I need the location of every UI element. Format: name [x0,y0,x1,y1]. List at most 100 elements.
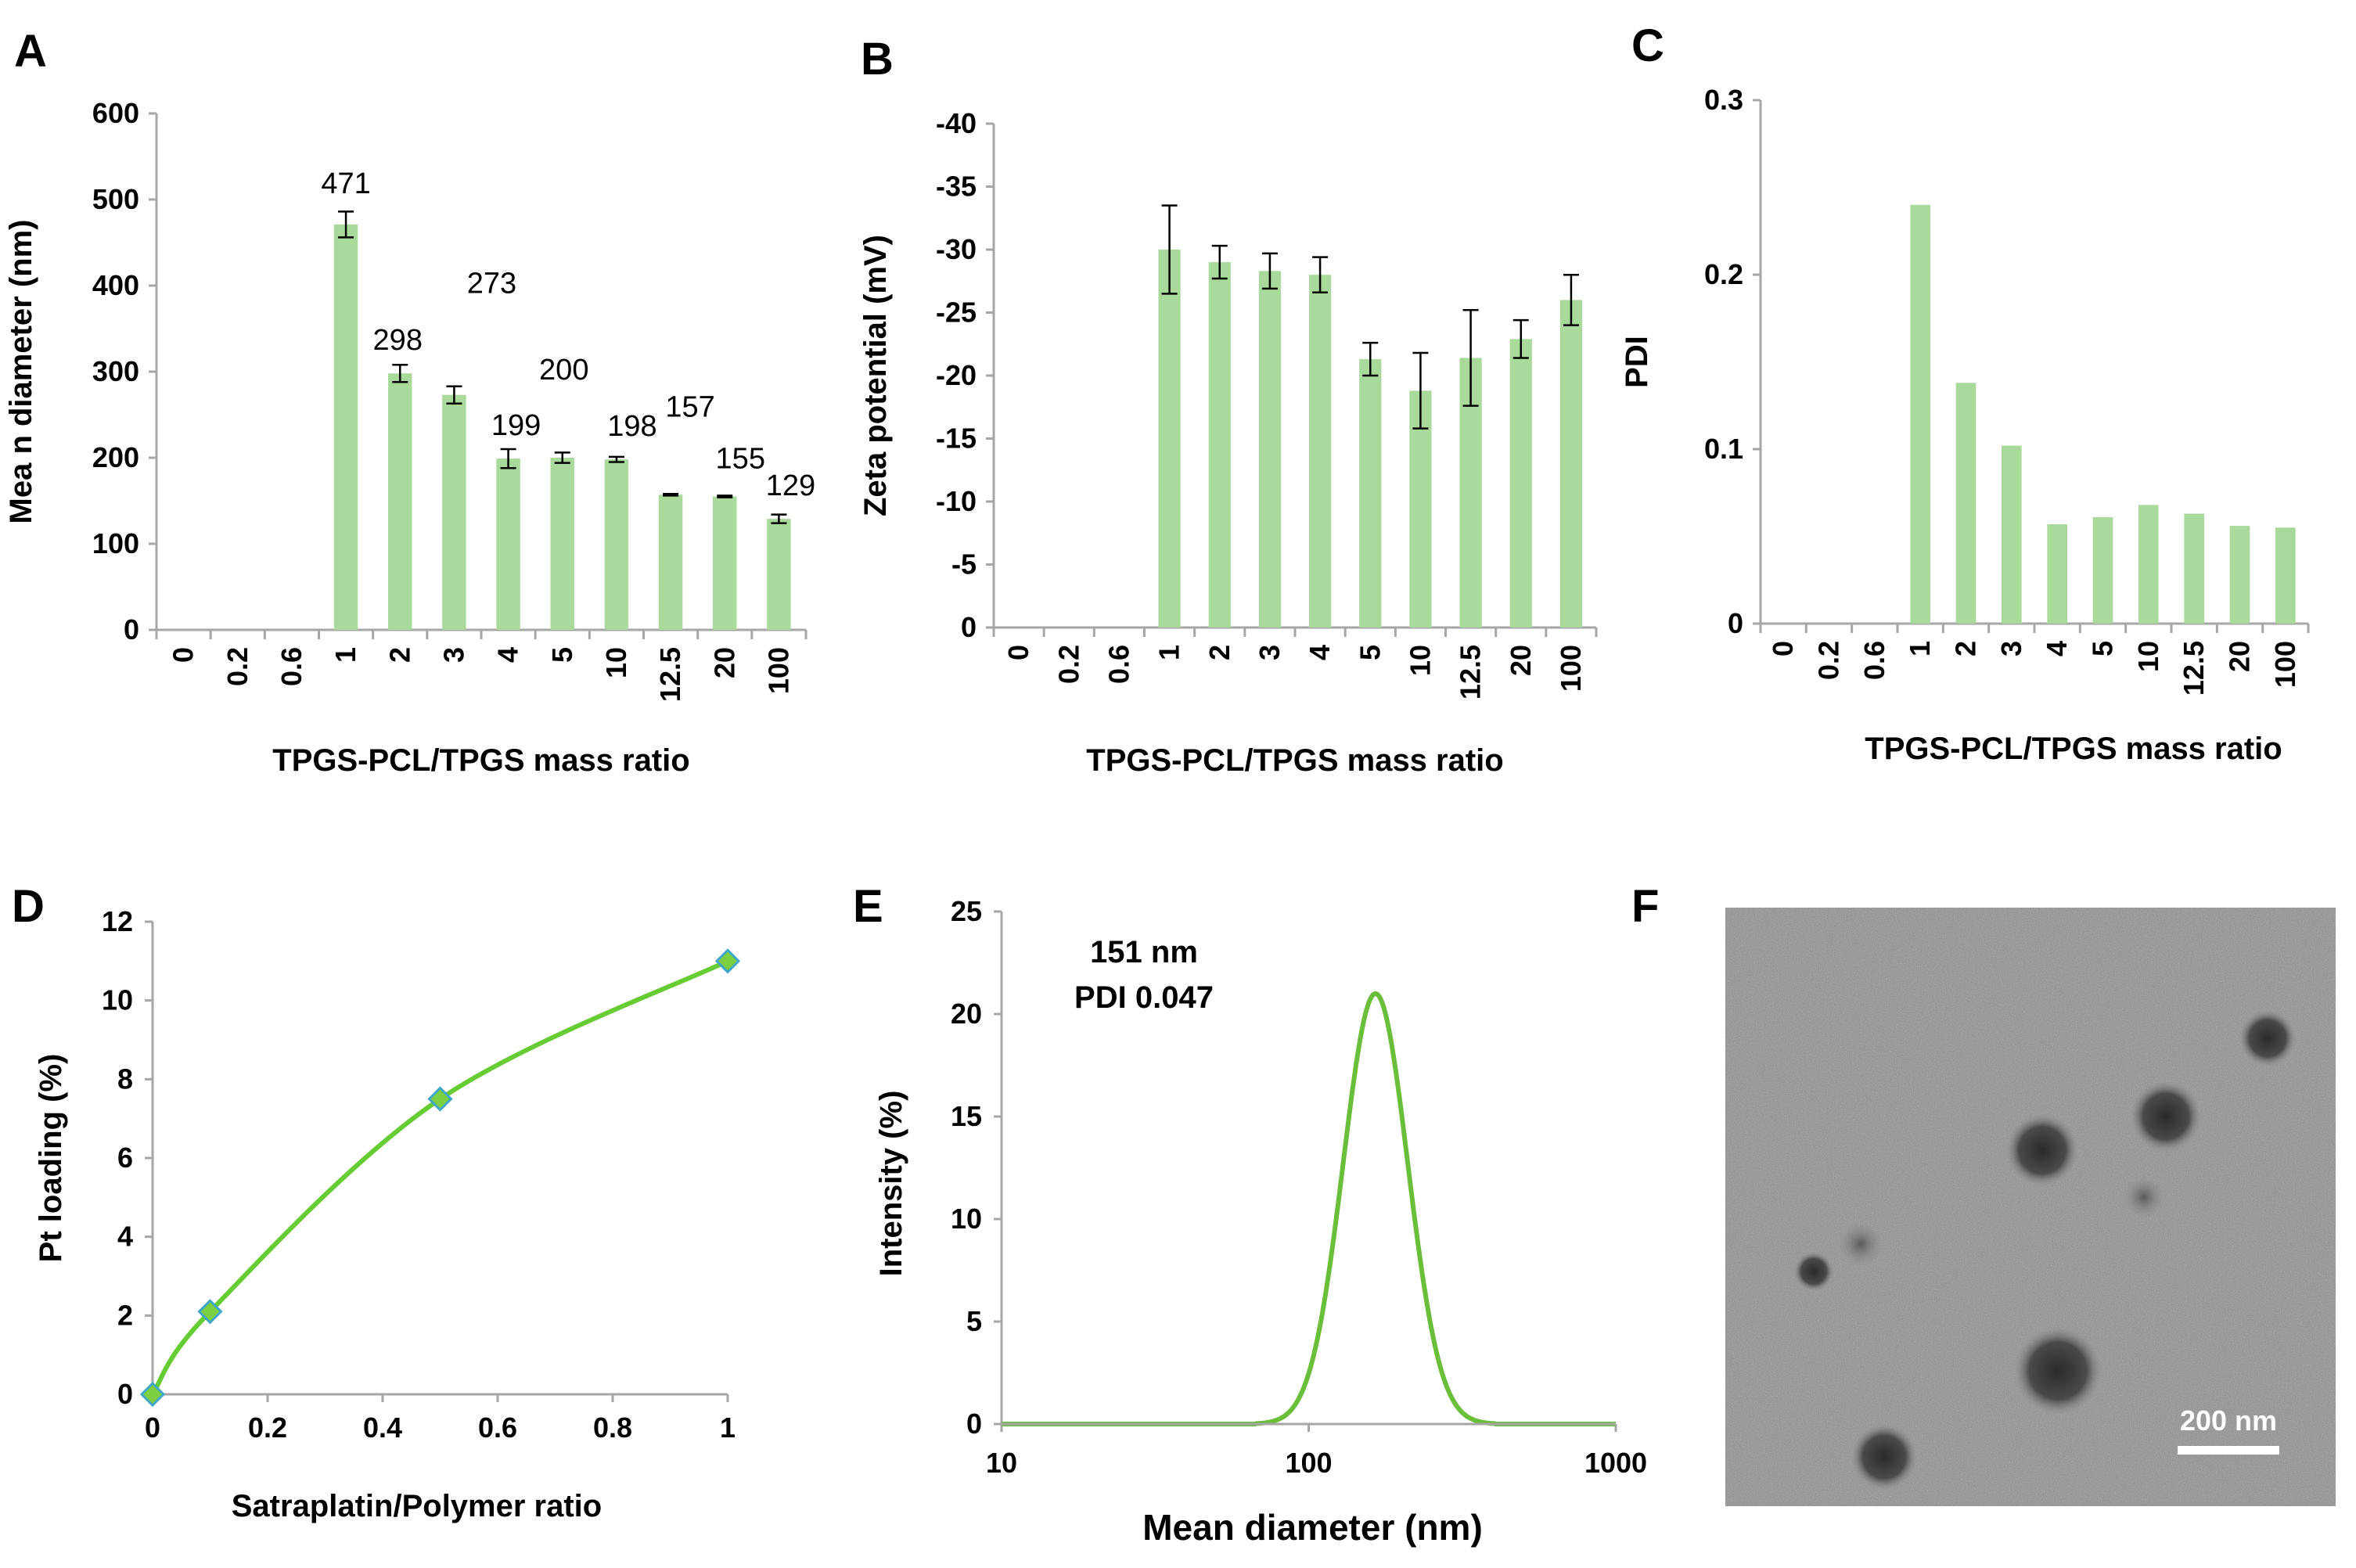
bar [2184,513,2204,624]
data-label: 199 [491,409,541,442]
y-tick-label: 500 [92,183,139,215]
x-axis-title: TPGS-PCL/TPGS mass ratio [1865,732,2282,766]
y-tick-label: 0.1 [1704,433,1743,465]
y-tick-label: -5 [951,548,977,581]
x-tick-label: 1000 [1584,1447,1647,1479]
x-tick-label: 10 [600,647,632,678]
x-tick-label: 1 [1904,641,1936,656]
x-tick-label: 10 [2132,641,2164,672]
annotation-size: 151 nm [1090,935,1198,969]
y-tick-label: 0 [124,613,139,646]
x-tick-label: 12.5 [2178,641,2210,696]
y-tick-label: 2 [117,1299,133,1331]
bar [333,224,358,630]
x-tick-label: 3 [437,647,469,663]
x-tick-label: 1 [329,647,361,663]
scale-bar [2178,1446,2279,1455]
panel-label-e: E [853,881,883,932]
x-tick-label: 0.2 [1052,645,1084,684]
y-tick-label: 12 [102,905,133,937]
panel-label-c: C [1631,20,1664,71]
panel-label-a: A [14,26,47,77]
y-tick-label: 25 [951,895,982,927]
data-label: 298 [373,324,423,357]
nanoparticle [2124,1177,2164,1217]
bar [1409,390,1432,628]
y-tick-label: 300 [92,355,139,387]
x-tick-label: 0.4 [363,1412,402,1444]
x-tick-label: 20 [1505,645,1537,676]
y-axis-title: Pt loading (%) [34,1054,68,1263]
y-tick-label: -40 [936,107,977,139]
y-tick-label: 200 [92,441,139,473]
x-tick-label: 5 [1354,645,1386,660]
y-tick-label: 15 [951,1100,982,1132]
data-label: 157 [665,390,714,423]
chart-d-pt-loading: 0 2 4 6 8 10 12 0 0.2 0.4 0.6 0.8 1 Satraplatin/Polym… [34,905,741,1523]
tem-micrograph: 200 nm [1725,908,2336,1506]
x-tick-label: 0 [145,1412,160,1444]
bar [604,459,629,630]
y-tick-label: 6 [117,1142,133,1174]
x-tick-label: 12.5 [1455,645,1487,699]
bar [2047,523,2067,624]
loading-curve [150,958,729,1396]
data-point-marker [139,1381,166,1408]
bar [550,458,574,630]
y-tick-label: 4 [117,1221,133,1253]
data-label: 471 [321,167,370,200]
nanoparticle [1839,1222,1883,1266]
x-tick-label: 4 [2041,641,2073,656]
x-tick-label: 0.8 [593,1412,632,1444]
bar [2002,445,2022,624]
x-tick-label: 0.2 [221,647,254,686]
scale-bar-label: 200 nm [2180,1404,2277,1437]
chart-b-zeta-potential: 0 -5 -10 -15 -20 -25 -30 -35 -40 0 0.2 0.6 1 2 3 4 5 10 12… [858,107,1598,778]
x-tick-label: 0.6 [478,1412,517,1444]
x-tick-label: 100 [762,647,794,694]
x-tick-label: 4 [1304,645,1336,660]
x-tick-label: 0.2 [1813,641,1845,680]
annotation-pdi: PDI 0.047 [1074,980,1214,1015]
bar [658,494,683,630]
bar [1910,204,1930,624]
x-tick-label: 20 [2224,641,2256,672]
bar [2092,516,2113,624]
data-point-marker [427,1086,453,1112]
x-tick-label: 0.6 [275,647,308,686]
data-point-marker [197,1299,223,1325]
x-tick-label: 10 [986,1447,1017,1479]
bar [2138,505,2159,624]
x-tick-label: 2 [1203,645,1236,660]
x-axis-title: Satraplatin/Polymer ratio [232,1489,602,1523]
x-tick-label: 5 [546,647,578,663]
distribution-curve [1002,991,1616,1426]
bar [1359,359,1382,628]
y-tick-label: 600 [92,97,139,129]
nanoparticle [2239,1010,2296,1066]
bar [1208,262,1231,628]
y-tick-label: 0.2 [1704,258,1743,290]
data-label: 129 [766,469,815,502]
y-tick-label: 5 [966,1305,982,1337]
x-tick-label: 20 [708,647,740,678]
x-tick-label: 10 [1404,645,1436,676]
data-point-marker [714,948,741,974]
y-tick-label: 0 [1728,607,1743,639]
bar [1308,275,1332,628]
y-tick-label: 100 [92,527,139,559]
bar [713,496,737,630]
x-tick-label: 100 [1555,645,1587,692]
x-tick-label: 100 [1285,1447,1332,1479]
bar [388,373,412,630]
y-axis-title: Mea n diameter (nm) [4,220,38,524]
data-label: 200 [539,354,588,387]
x-tick-label: 2 [383,647,415,663]
x-tick-label: 100 [2269,641,2301,688]
y-axis-title: Intensity (%) [874,1091,908,1277]
panel-label-d: D [12,881,45,932]
chart-c-pdi: 0 0.1 0.2 0.3 0 0.2 0.6 1 2 3 4 5 10 12.5 20 100 TPGS-PC… [1620,84,2310,766]
bar [442,394,466,630]
y-tick-label: 20 [951,998,982,1030]
y-tick-label: 8 [117,1063,133,1095]
